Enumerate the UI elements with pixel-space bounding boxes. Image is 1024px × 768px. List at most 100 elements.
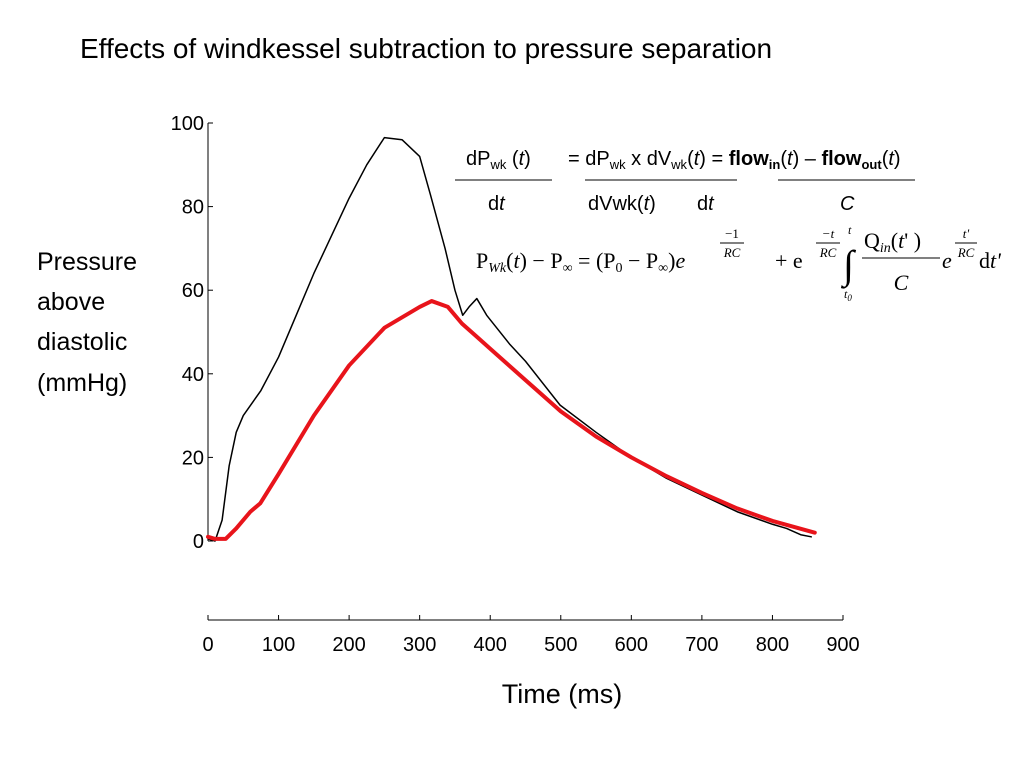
equation-text: t0 bbox=[844, 287, 852, 303]
eq-part: ) − P bbox=[520, 248, 563, 273]
eq-part: flow bbox=[821, 148, 861, 170]
eq-part: ) – bbox=[793, 148, 822, 170]
eq-part: in bbox=[769, 157, 781, 172]
eq-part: ( bbox=[506, 248, 513, 273]
eq-part: RC bbox=[819, 245, 837, 260]
eq-part: 0 bbox=[847, 293, 852, 303]
equation-2: PWk(t) − P∞ = (P0 − P∞)e −1 RC + e −t RC… bbox=[476, 223, 1001, 303]
x-tick-label: 900 bbox=[826, 634, 859, 656]
data-line bbox=[206, 299, 817, 541]
eq-part: t bbox=[694, 148, 701, 170]
eq-part: ' ) bbox=[904, 228, 921, 253]
chart-title: Effects of windkessel subtraction to pre… bbox=[80, 33, 772, 64]
eq-part: −1 bbox=[725, 226, 739, 241]
x-tick-label: 400 bbox=[474, 634, 507, 656]
eq-part: Q bbox=[864, 228, 880, 253]
equation-1: dPwk (t) = dPwk x dVwk(t) = flowin(t) – … bbox=[455, 148, 915, 215]
eq-part: ∫ bbox=[840, 242, 857, 289]
eq-part: t bbox=[888, 148, 895, 170]
y-tick-label: 60 bbox=[182, 280, 204, 302]
eq-part: t bbox=[513, 248, 520, 273]
eq-part: ( bbox=[506, 148, 519, 170]
x-tick-label: 300 bbox=[403, 634, 436, 656]
equation-text: dt bbox=[488, 193, 506, 215]
eq-part: ( bbox=[687, 148, 694, 170]
y-tick-label: 80 bbox=[182, 197, 204, 219]
eq-part: wk bbox=[670, 157, 687, 172]
eq-part: t bbox=[898, 228, 905, 253]
x-tick-label: 100 bbox=[262, 634, 295, 656]
eq-part: = dP bbox=[568, 148, 610, 170]
eq-part: t' bbox=[963, 226, 970, 241]
eq-part: ( bbox=[891, 228, 898, 253]
eq-part: t bbox=[519, 148, 526, 170]
eq-part: in bbox=[880, 241, 891, 256]
eq-part: dVwk( bbox=[588, 193, 644, 215]
eq-part: = (P bbox=[573, 248, 616, 273]
eq-part: ) bbox=[894, 148, 901, 170]
eq-part: = bbox=[706, 148, 729, 170]
eq-part: t bbox=[644, 193, 651, 215]
equation-text: PWk(t) − P∞ = (P0 − P∞)e bbox=[476, 248, 685, 276]
y-tick-label: 40 bbox=[182, 364, 204, 386]
eq-part: d bbox=[979, 248, 990, 273]
x-tick-label: 500 bbox=[544, 634, 577, 656]
eq-part: flow bbox=[729, 148, 769, 170]
y-axis-label: above bbox=[37, 288, 105, 316]
eq-part: t' bbox=[990, 248, 1001, 273]
eq-part: t bbox=[844, 287, 848, 301]
x-tick-label: 800 bbox=[756, 634, 789, 656]
eq-part: −t bbox=[822, 226, 835, 241]
eq-part: e bbox=[942, 248, 952, 273]
eq-part: t bbox=[787, 148, 794, 170]
eq-part: ) bbox=[668, 248, 675, 273]
eq-part: Wk bbox=[488, 261, 507, 276]
eq-part: wk bbox=[609, 157, 626, 172]
plot: 0 20 40 60 80 100 0 100 200 300 400 500 600 700 800 900 bbox=[171, 113, 860, 656]
eq-part: RC bbox=[723, 245, 741, 260]
eq-part: dP bbox=[466, 148, 490, 170]
eq-part: + e bbox=[775, 248, 803, 273]
equation-text: dPwk (t) bbox=[466, 148, 531, 172]
equation-text: dVwk(t) bbox=[588, 193, 656, 215]
eq-part: C bbox=[894, 270, 909, 295]
equation-text: = dPwk x dVwk(t) = flowin(t) – flowout(t… bbox=[568, 148, 901, 172]
eq-part: ) bbox=[699, 148, 706, 170]
y-tick-label: 100 bbox=[171, 113, 204, 135]
eq-part: t bbox=[848, 223, 852, 237]
y-axis-label: diastolic bbox=[37, 328, 127, 356]
eq-part: ( bbox=[780, 148, 787, 170]
eq-part: d bbox=[488, 193, 499, 215]
eq-part: 0 bbox=[616, 261, 623, 276]
eq-part: out bbox=[861, 157, 882, 172]
eq-part: ) bbox=[649, 193, 656, 215]
eq-part: e bbox=[675, 248, 685, 273]
eq-part: ) bbox=[524, 148, 531, 170]
eq-part: t bbox=[708, 193, 715, 215]
equation-text: Qin(t' ) bbox=[864, 228, 921, 256]
eq-part: ∞ bbox=[658, 261, 668, 276]
eq-part: d bbox=[697, 193, 708, 215]
eq-part: − P bbox=[623, 248, 659, 273]
eq-part: RC bbox=[957, 245, 975, 260]
x-tick-label: 200 bbox=[332, 634, 365, 656]
eq-part: x dV bbox=[626, 148, 672, 170]
eq-part: ( bbox=[882, 148, 889, 170]
eq-part: C bbox=[840, 193, 855, 215]
y-tick-label: 20 bbox=[182, 447, 204, 469]
eq-part: wk bbox=[489, 157, 506, 172]
equation-text: dt bbox=[697, 193, 715, 215]
x-tick-label: 0 bbox=[202, 634, 213, 656]
eq-part: P bbox=[476, 248, 488, 273]
eq-part: t bbox=[499, 193, 506, 215]
data-line bbox=[207, 136, 812, 542]
y-tick-label: 0 bbox=[193, 531, 204, 553]
x-tick-label: 700 bbox=[685, 634, 718, 656]
x-tick-label: 600 bbox=[615, 634, 648, 656]
eq-part: ∞ bbox=[563, 261, 573, 276]
x-axis-label: Time (ms) bbox=[502, 679, 622, 709]
equation-text: dt' bbox=[979, 248, 1001, 273]
y-axis-label: (mmHg) bbox=[37, 369, 127, 397]
